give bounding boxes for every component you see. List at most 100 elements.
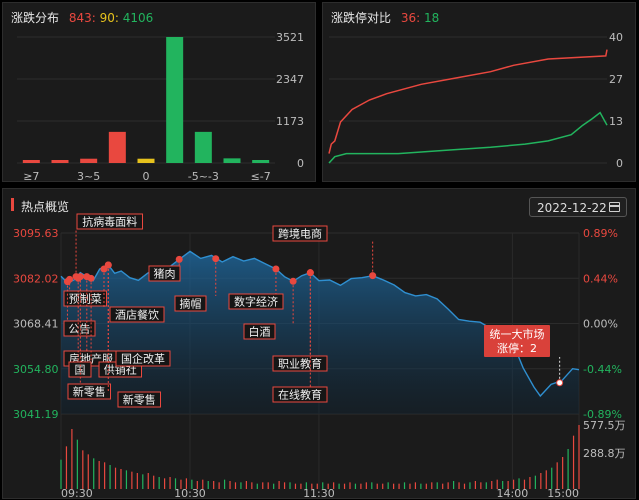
callout-box: [484, 325, 550, 357]
dist-ytick-label: 3521: [276, 31, 304, 44]
tag-dot: [212, 255, 220, 263]
tag-box: [272, 355, 328, 372]
volume-axis-label: 577.5万: [583, 419, 626, 432]
limit-down-count: 18: [423, 11, 440, 25]
volume-axis-label: 288.8万: [583, 447, 626, 460]
tag-box: [63, 290, 107, 307]
time-axis-label: 14:00: [497, 487, 529, 498]
price-axis-label: 3041.19: [13, 408, 59, 421]
tag-dot: [369, 272, 377, 280]
tag-label: 新零售: [73, 385, 106, 399]
date-picker[interactable]: 2022-12-22: [529, 197, 627, 217]
limit-up-count: 36:: [400, 11, 421, 25]
tag-dot: [289, 277, 297, 285]
price-axis-label: 3095.63: [13, 227, 59, 240]
hot-title-row: 热点概览: [21, 198, 75, 215]
tag-label: 摘帽: [180, 297, 202, 311]
distribution-panel: 涨跌分布 843: 90: 4106 0 1173 2347 3521 ≥7 3~5 0 -5…: [2, 2, 316, 182]
limit-down-line: [328, 111, 608, 164]
tag-box: [272, 225, 328, 242]
tag-box: [117, 391, 161, 408]
hot-overview-panel: 热点概览 2022-12-22 3095.63 0.89% 3082.02 0.44%…: [2, 188, 636, 499]
price-axis-label: 3054.80: [13, 363, 59, 376]
topic-tag: 猪肉: [148, 255, 183, 282]
tag-box: [228, 293, 284, 310]
limit-ytick-label: 13: [609, 115, 623, 128]
tag-label: 公告: [69, 323, 91, 336]
dist-bar: [108, 131, 126, 163]
tag-label: 跨境电商: [278, 227, 322, 241]
dist-bar: [252, 160, 270, 163]
tag-box: [148, 265, 181, 282]
tag-label: 白酒: [249, 325, 271, 339]
distribution-title: 涨跌分布: [11, 11, 60, 25]
dist-bar: [166, 37, 184, 163]
tag-box: [115, 350, 171, 367]
tag-label: 国企改革: [121, 352, 165, 366]
tag-box: [76, 213, 143, 230]
tag-dot: [306, 269, 314, 277]
price-axis-label: 3068.41: [13, 318, 59, 331]
tag-dot: [272, 265, 280, 273]
limit-compare-chart: 0 13 27 40: [328, 31, 623, 170]
tag-box: [67, 383, 111, 400]
dist-bar: [194, 131, 212, 163]
tag-label: 新零售: [123, 393, 156, 407]
limit-compare-panel: 涨跌停对比 36: 18 0 13 27 40: [322, 2, 636, 182]
tag-dot: [76, 273, 84, 281]
tag-label: 预制菜: [69, 293, 102, 306]
callout-text: 统一大市场: [490, 327, 545, 341]
down-count: 4106: [122, 11, 154, 25]
tag-label: 猪肉: [154, 268, 176, 281]
topic-tag: 酒店餐饮: [100, 265, 165, 323]
tag-box: [174, 295, 207, 312]
time-axis-label: 09:30: [61, 487, 93, 498]
dist-xtick-label: 3~5: [77, 170, 100, 181]
time-axis-label: 10:30: [174, 487, 206, 498]
flat-count: 90:: [99, 11, 119, 25]
pct-axis-label: -0.44%: [583, 363, 622, 376]
calendar-icon[interactable]: [609, 202, 620, 212]
tag-label: 数字经济: [234, 295, 278, 309]
up-count: 843:: [68, 11, 96, 25]
limit-ytick-label: 0: [616, 157, 623, 170]
price-area: [61, 251, 579, 414]
title-accent: [11, 198, 14, 211]
dist-bar: [80, 158, 98, 163]
dist-xtick-label: ≥7: [23, 170, 39, 181]
tag-dot: [104, 261, 112, 269]
dist-bar: [223, 158, 241, 163]
topic-tag: 白酒: [243, 277, 297, 340]
tag-box: [109, 306, 165, 323]
distribution-title-row: 涨跌分布 843: 90: 4106: [11, 9, 153, 26]
tag-dot: [63, 278, 71, 286]
limit-ytick-label: 27: [609, 73, 623, 86]
topic-tag: 在线教育: [272, 269, 328, 403]
tag-dot: [556, 379, 564, 387]
intraday-chart: 3095.63 0.89% 3082.02 0.44% 3068.41 0.00% 3054…: [13, 213, 626, 498]
dist-ytick-label: 1173: [276, 115, 304, 128]
topic-tag: 数字经济: [228, 265, 284, 310]
limit-title: 涨跌停对比: [331, 11, 392, 25]
limit-ytick-label: 40: [609, 31, 623, 44]
tag-label: 抗病毒面料: [82, 215, 137, 229]
dist-bar: [137, 158, 155, 163]
tag-box: [272, 386, 328, 403]
time-axis-label: 15:00: [547, 487, 579, 498]
date-value: 2022-12-22: [537, 201, 607, 215]
tag-dot: [100, 265, 108, 273]
topic-tag: 跨境电商: [272, 225, 377, 280]
tag-dot: [175, 255, 183, 263]
pct-axis-label: 0.44%: [583, 272, 618, 285]
tag-label: 职业教育: [278, 357, 322, 371]
callout-text: 涨停：2: [497, 341, 537, 355]
topic-tag: 公告: [63, 278, 96, 337]
dist-xtick-label: ≤-7: [251, 170, 271, 181]
price-axis-label: 3082.02: [13, 272, 59, 285]
hot-title: 热点概览: [21, 200, 70, 214]
dist-bar: [22, 160, 40, 163]
time-axis-label: 11:30: [303, 487, 335, 498]
dist-ytick-label: 0: [297, 157, 304, 170]
topic-tag: 新零售: [104, 261, 161, 408]
